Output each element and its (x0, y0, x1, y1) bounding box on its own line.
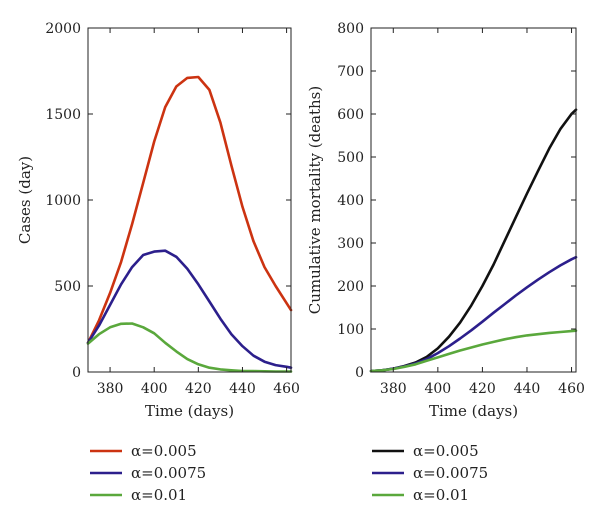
legend-mortality: α=0.005 α=0.0075 α=0.01 (372, 442, 488, 504)
x-tick-label: 440 (229, 381, 256, 397)
x-tick-label: 460 (273, 381, 300, 397)
x-tick-label: 440 (514, 381, 541, 397)
y-tick-label: 1000 (45, 193, 81, 209)
y-tick-label: 0 (72, 365, 81, 381)
y-tick-label: 500 (337, 150, 364, 166)
x-tick-label: 420 (185, 381, 212, 397)
y-tick-label: 700 (337, 64, 364, 80)
x-tick-label: 400 (141, 381, 168, 397)
y-tick-label: 100 (337, 322, 364, 338)
x-tick-label: 380 (97, 381, 124, 397)
series-line-cases-2 (86, 322, 293, 373)
y-tick-label: 800 (337, 21, 364, 37)
y-tick-label: 2000 (45, 21, 81, 37)
legend-label: α=0.01 (131, 486, 187, 504)
y-tick-label: 500 (54, 279, 81, 295)
x-tick-label: 400 (424, 381, 451, 397)
plot-frame-cases (87, 27, 292, 373)
series-line-cases-0 (86, 75, 293, 345)
series-line-mortality-2 (369, 329, 578, 373)
chart-mortality: 380 400 420 440 460 0 100 200 300 400 500 600 700 800… (306, 21, 585, 504)
legend-label: α=0.01 (413, 486, 469, 504)
legend-label: α=0.0075 (413, 464, 488, 482)
series-line-cases-1 (86, 249, 293, 369)
plot-frame-mortality (370, 27, 577, 373)
y-tick-label: 600 (337, 107, 364, 123)
series-line-mortality-0 (369, 108, 578, 373)
y-axis-label: Cumulative mortality (deaths) (306, 86, 324, 314)
x-axis-label: Time (days) (145, 402, 234, 420)
legend-label: α=0.005 (131, 442, 197, 460)
y-tick-label: 400 (337, 193, 364, 209)
x-tick-label: 460 (558, 381, 585, 397)
y-tick-label: 300 (337, 236, 364, 252)
series-line-mortality-1 (369, 255, 578, 373)
y-tick-label: 200 (337, 279, 364, 295)
y-tick-label: 1500 (45, 107, 81, 123)
x-tick-label: 420 (469, 381, 496, 397)
x-axis-label: Time (days) (429, 402, 518, 420)
legend-label: α=0.0075 (131, 464, 206, 482)
legend-cases: α=0.005 α=0.0075 α=0.01 (90, 442, 206, 504)
legend-label: α=0.005 (413, 442, 479, 460)
y-tick-label: 0 (355, 365, 364, 381)
y-axis-label: Cases (day) (16, 156, 34, 244)
x-tick-label: 380 (380, 381, 407, 397)
chart-cases: 380 400 420 440 460 0 500 1000 1500 2000 Time (day… (16, 21, 300, 504)
